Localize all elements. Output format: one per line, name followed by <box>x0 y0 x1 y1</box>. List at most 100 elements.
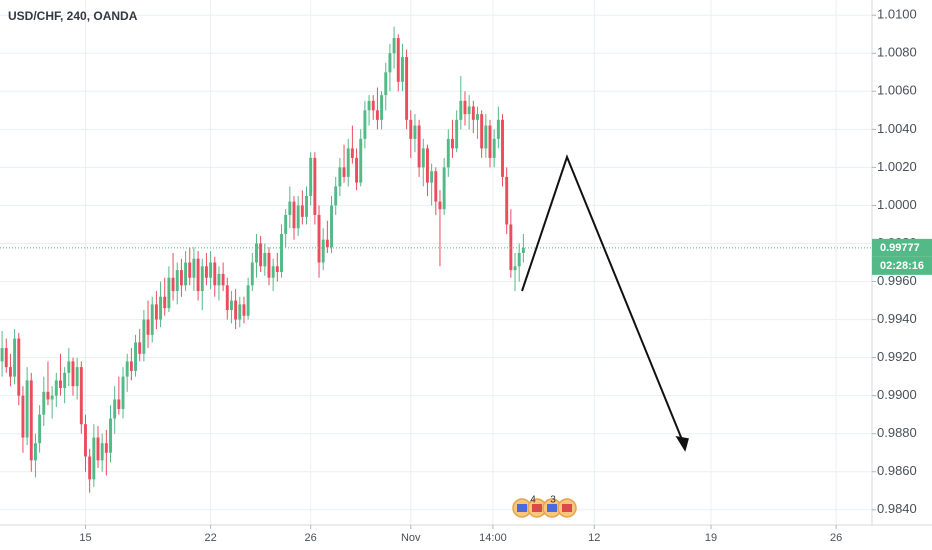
candle-body <box>234 300 238 320</box>
candle-body <box>267 252 271 278</box>
candle-body <box>159 296 163 320</box>
candle-body <box>480 114 484 149</box>
candle-body <box>238 304 242 320</box>
candle-body <box>476 114 479 120</box>
candle-body <box>438 201 442 210</box>
candle-body <box>225 285 229 311</box>
candle-body <box>284 214 288 234</box>
candle-body <box>17 338 21 396</box>
candle-body <box>446 138 450 168</box>
candle-body <box>309 157 313 196</box>
y-tick-label: 0.9840 <box>877 501 917 516</box>
candle-body <box>405 57 409 120</box>
candle-body <box>421 148 425 168</box>
y-tick-label: 1.0020 <box>877 159 917 174</box>
candle-body <box>229 300 233 311</box>
candle-body <box>192 258 196 278</box>
event-flag <box>562 504 572 512</box>
y-tick-label: 0.9860 <box>877 463 917 478</box>
candle-body <box>300 205 304 217</box>
y-tick-label: 0.9900 <box>877 387 917 402</box>
x-tick-label: 14:00 <box>479 532 507 544</box>
grid <box>0 0 872 525</box>
candle-body <box>342 167 346 177</box>
x-tick-label: 15 <box>79 532 91 544</box>
candle-body <box>321 239 325 263</box>
candle-body <box>380 95 384 120</box>
x-tick-label: 19 <box>705 532 717 544</box>
candle-body <box>204 266 208 278</box>
x-tick-label: Nov <box>401 532 421 544</box>
candle-body <box>200 266 204 292</box>
drawing-arrow <box>521 154 686 448</box>
candle-body <box>209 262 213 278</box>
candle-body <box>417 125 421 168</box>
candle-body <box>484 125 488 149</box>
candle-body <box>509 224 513 271</box>
y-tick-label: 0.9920 <box>877 349 917 364</box>
candle-body <box>100 443 104 461</box>
candle-body <box>121 376 125 409</box>
candle-body <box>363 110 367 139</box>
candle-body <box>0 348 4 362</box>
event-count: 3 <box>550 495 556 506</box>
candle-body <box>409 119 413 139</box>
candle-body <box>184 262 188 286</box>
candle-body <box>517 252 521 267</box>
candle-body <box>259 243 263 267</box>
event-flag <box>547 504 557 512</box>
candle-body <box>42 391 46 415</box>
arrow-head <box>675 435 689 452</box>
candle-body <box>292 201 296 229</box>
candle-body <box>442 167 446 210</box>
candle-body <box>400 57 404 82</box>
x-tick-label: 12 <box>588 532 600 544</box>
candle-body <box>288 201 292 215</box>
candle-body <box>29 380 33 461</box>
candle-body <box>63 372 67 389</box>
candle-body <box>71 361 75 387</box>
candle-body <box>67 361 71 373</box>
candle-body <box>367 100 371 111</box>
candle-body <box>330 205 333 248</box>
candle-body <box>154 304 158 320</box>
candle-body <box>459 100 463 120</box>
candle-body <box>359 138 363 183</box>
candle-body <box>79 367 83 425</box>
candle-body <box>129 361 133 371</box>
candle-body <box>138 342 142 354</box>
candle-body <box>117 399 121 409</box>
candle-body <box>338 167 342 187</box>
candle-body <box>167 277 171 309</box>
axes: 1.0100 1.0080 1.0060 1.0040 1.0020 1.0000 0.99… <box>79 7 932 544</box>
candle-body <box>280 233 283 273</box>
y-tick-label: 0.9880 <box>877 425 917 440</box>
candle-body <box>451 138 454 149</box>
last-price-label: 0.99777 <box>880 242 920 254</box>
candle-body <box>196 258 200 292</box>
candle-body <box>125 361 129 377</box>
candle-body <box>59 380 62 389</box>
candle-body <box>46 391 50 400</box>
candle-body <box>275 266 279 273</box>
countdown-label: 02:28:16 <box>880 260 924 272</box>
candle-body <box>50 395 54 400</box>
chart-title: USD/CHF, 240, OANDA <box>8 9 138 23</box>
candle-body <box>96 437 100 461</box>
candle-body <box>371 100 375 111</box>
candle-body <box>375 110 379 120</box>
candle-body <box>467 106 471 115</box>
event-count: 4 <box>530 495 536 506</box>
candle-body <box>305 195 308 217</box>
candle-body <box>334 186 338 206</box>
x-tick-label: 26 <box>305 532 317 544</box>
candle-body <box>430 171 434 183</box>
x-tick-label: 22 <box>204 532 216 544</box>
y-tick-label: 0.9960 <box>877 273 917 288</box>
event-flag <box>517 504 527 512</box>
candle-body <box>33 443 37 461</box>
candle-body <box>513 266 517 271</box>
